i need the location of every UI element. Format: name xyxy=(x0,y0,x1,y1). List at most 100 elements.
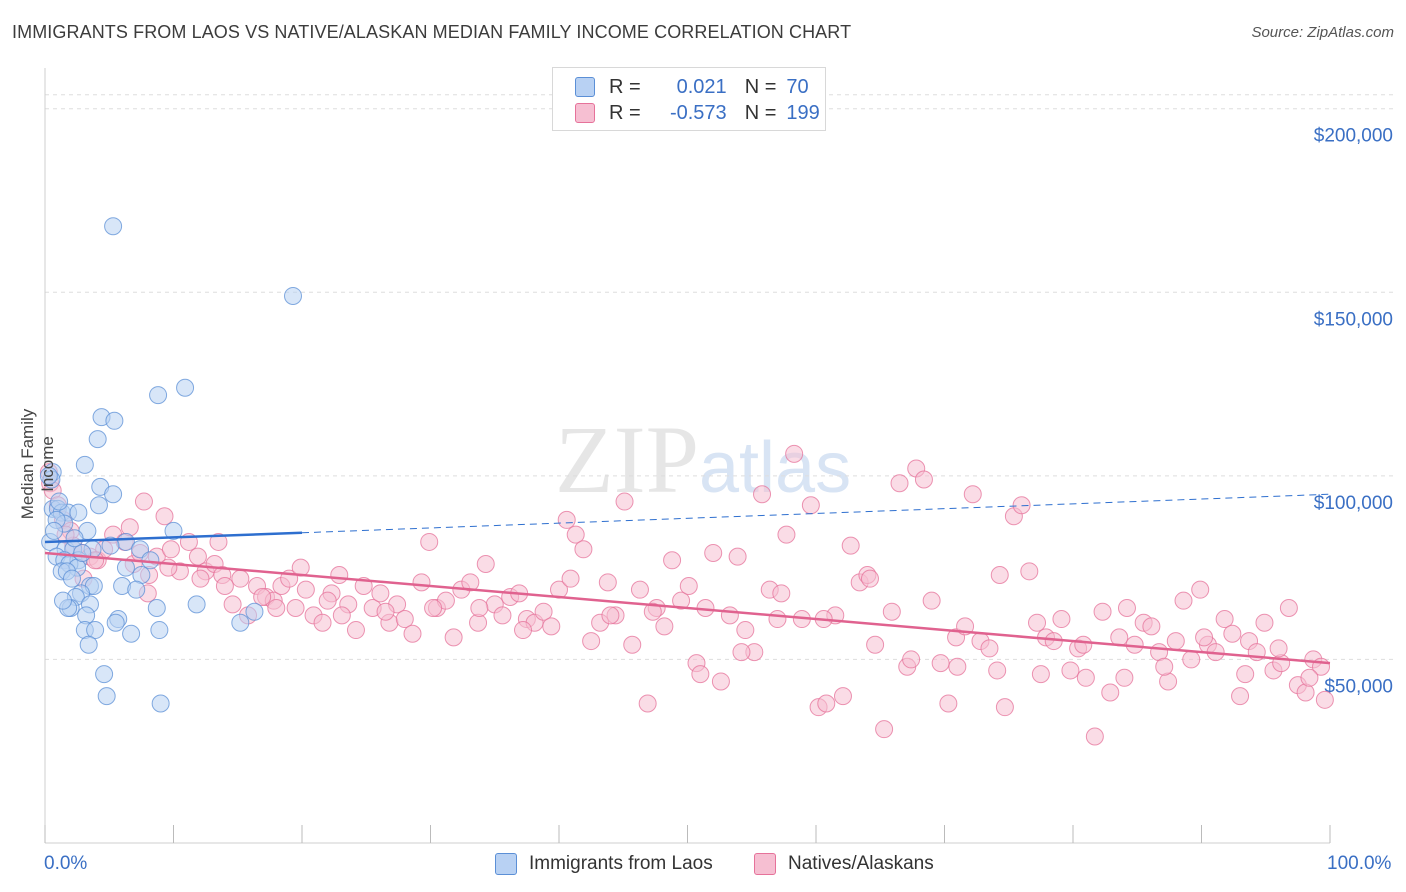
laos-point xyxy=(116,558,135,577)
native-point xyxy=(931,654,950,673)
laos-point xyxy=(122,624,141,643)
native-point xyxy=(313,613,332,632)
native-point xyxy=(534,602,553,621)
bottom-legend-label-natives: Natives/Alaskans xyxy=(788,853,934,874)
native-point xyxy=(444,628,463,647)
native-point xyxy=(939,694,958,713)
legend-n-value: 70 xyxy=(786,75,809,98)
native-point xyxy=(159,558,178,577)
native-point xyxy=(785,444,804,463)
laos-point xyxy=(50,492,69,511)
legend-n-label: N = xyxy=(744,75,777,98)
native-point xyxy=(601,606,620,625)
native-point xyxy=(1028,613,1047,632)
y-tick-label: $200,000 xyxy=(1314,126,1393,147)
native-point xyxy=(318,591,337,610)
native-point xyxy=(215,577,234,595)
laos-point xyxy=(105,411,124,430)
native-point xyxy=(1195,628,1214,647)
native-point xyxy=(1215,610,1234,629)
laos-point xyxy=(75,455,94,474)
native-point xyxy=(1076,668,1095,687)
native-point xyxy=(623,635,642,654)
bottom-legend-swatch-blue xyxy=(495,853,517,875)
native-point xyxy=(990,565,1009,584)
native-point xyxy=(582,632,601,651)
native-point xyxy=(412,573,431,592)
native-point xyxy=(736,621,755,640)
native-point xyxy=(395,610,414,629)
laos-point xyxy=(231,613,250,632)
native-point xyxy=(231,569,250,588)
legend-r-label: R = xyxy=(609,75,641,98)
native-point xyxy=(1115,668,1134,687)
native-point xyxy=(1093,602,1112,621)
bottom-legend-label-laos: Immigrants from Laos xyxy=(529,853,713,874)
legend-r-value: -0.573 xyxy=(669,101,727,124)
native-point xyxy=(1272,654,1291,673)
native-point xyxy=(988,661,1007,680)
native-point xyxy=(902,650,921,669)
native-trend-line xyxy=(44,551,1331,665)
native-point xyxy=(630,580,649,599)
native-point xyxy=(134,492,153,511)
native-point xyxy=(420,532,439,551)
native-point xyxy=(882,602,901,621)
laos-point xyxy=(89,496,108,515)
y-tick-label: $50,000 xyxy=(1324,676,1393,697)
laos-point xyxy=(95,665,114,684)
laos-point xyxy=(62,569,81,588)
native-point xyxy=(841,536,860,555)
bottom-legend-laos: Immigrants from Laos xyxy=(495,851,713,877)
native-point xyxy=(1052,610,1071,629)
native-point xyxy=(286,599,305,618)
native-point xyxy=(1061,661,1080,680)
native-point xyxy=(1101,683,1120,702)
native-point xyxy=(704,543,723,562)
native-point xyxy=(801,496,820,515)
native-point xyxy=(1231,687,1250,706)
native-point xyxy=(772,584,791,603)
native-point xyxy=(574,540,593,559)
native-point xyxy=(1223,624,1242,643)
laos-point xyxy=(53,591,72,610)
y-tick-label: $150,000 xyxy=(1314,309,1393,330)
laos-point xyxy=(245,602,264,621)
native-point xyxy=(566,525,585,544)
native-point xyxy=(403,624,422,643)
native-point xyxy=(679,577,698,595)
native-point xyxy=(1142,617,1161,636)
native-point xyxy=(875,720,894,739)
laos-point xyxy=(88,430,107,449)
native-point xyxy=(860,569,879,588)
native-point xyxy=(253,588,272,607)
laos-point xyxy=(147,599,166,618)
laos-point xyxy=(104,217,123,236)
native-point xyxy=(691,665,710,684)
legend-row-laos: R = 0.021 N = 70 xyxy=(575,75,809,99)
native-point xyxy=(768,610,787,629)
laos-trend-line xyxy=(44,531,303,544)
laos-point xyxy=(97,687,116,706)
legend-swatch-blue xyxy=(575,77,595,97)
native-point xyxy=(655,617,674,636)
bottom-legend-natives: Natives/Alaskans xyxy=(754,851,934,877)
laos-point xyxy=(104,485,123,504)
native-point xyxy=(470,599,489,618)
native-point xyxy=(817,694,836,713)
laos-point xyxy=(127,580,146,599)
native-point xyxy=(1315,690,1334,709)
native-point xyxy=(191,569,210,588)
native-point xyxy=(1031,665,1050,684)
laos-point xyxy=(101,536,120,555)
native-point xyxy=(753,485,772,504)
native-point xyxy=(330,565,349,584)
native-point xyxy=(267,599,286,618)
y-axis-label: Median Family Income xyxy=(18,408,57,520)
native-point xyxy=(963,485,982,504)
watermark: ZIPatlas xyxy=(555,406,851,513)
native-point xyxy=(371,584,390,603)
native-point xyxy=(1020,562,1039,581)
native-point xyxy=(209,532,228,551)
